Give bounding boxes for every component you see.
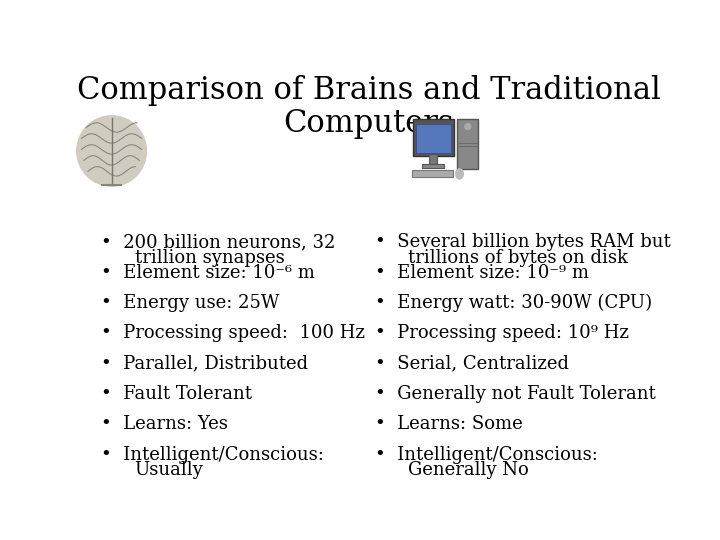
Text: •  200 billion neurons, 32: • 200 billion neurons, 32 (101, 233, 336, 251)
Bar (412, 170, 454, 177)
Bar (422, 164, 444, 168)
Text: •  Element size: 10⁻⁹ m: • Element size: 10⁻⁹ m (374, 264, 588, 281)
Bar (429, 154, 437, 164)
Text: •  Several billion bytes RAM but: • Several billion bytes RAM but (374, 233, 670, 251)
Text: trillions of bytes on disk: trillions of bytes on disk (408, 249, 628, 267)
Text: •  Learns: Yes: • Learns: Yes (101, 415, 228, 433)
Bar (413, 119, 454, 156)
Text: •  Processing speed:  100 Hz: • Processing speed: 100 Hz (101, 324, 365, 342)
Text: Comparison of Brains and Traditional: Comparison of Brains and Traditional (77, 75, 661, 106)
Text: •  Learns: Some: • Learns: Some (374, 415, 522, 433)
Text: •  Processing speed: 10⁹ Hz: • Processing speed: 10⁹ Hz (374, 324, 629, 342)
Text: •  Fault Tolerant: • Fault Tolerant (101, 385, 252, 403)
Text: Generally No: Generally No (408, 462, 528, 480)
Text: •  Parallel, Distributed: • Parallel, Distributed (101, 355, 308, 373)
Bar (457, 119, 478, 169)
Text: trillion synapses: trillion synapses (135, 249, 284, 267)
Text: Computers: Computers (284, 109, 454, 139)
Bar (415, 124, 451, 153)
Ellipse shape (456, 169, 464, 179)
Text: •  Serial, Centralized: • Serial, Centralized (374, 355, 569, 373)
Text: •  Intelligent/Conscious:: • Intelligent/Conscious: (101, 446, 324, 464)
Ellipse shape (77, 116, 146, 186)
Text: •  Generally not Fault Tolerant: • Generally not Fault Tolerant (374, 385, 655, 403)
Text: •  Intelligent/Conscious:: • Intelligent/Conscious: (374, 446, 598, 464)
Text: •  Energy use: 25W: • Energy use: 25W (101, 294, 279, 312)
Text: •  Element size: 10⁻⁶ m: • Element size: 10⁻⁶ m (101, 264, 315, 281)
Text: Usually: Usually (135, 462, 203, 480)
Circle shape (465, 124, 471, 130)
Text: •  Energy watt: 30-90W (CPU): • Energy watt: 30-90W (CPU) (374, 294, 652, 312)
